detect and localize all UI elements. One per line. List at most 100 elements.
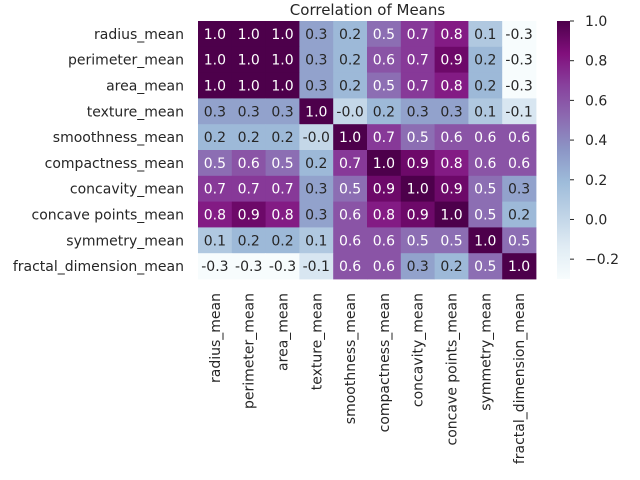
cell-value-label: 0.5 — [339, 182, 361, 198]
heatmap-cell — [299, 201, 334, 228]
cell-value-label: 0.6 — [508, 130, 530, 146]
heatmap-cell — [468, 253, 503, 280]
cell-value-label: 0.5 — [373, 79, 395, 95]
heatmap-cell — [400, 150, 435, 177]
cell-value-label: 0.5 — [474, 208, 496, 224]
heatmap-cell — [299, 21, 334, 48]
row-tick-label: smoothness_mean — [53, 130, 184, 146]
cell-value-label: 0.2 — [305, 156, 327, 172]
heatmap-cell — [400, 253, 435, 280]
heatmap-cell — [333, 253, 368, 280]
heatmap-cell — [299, 150, 334, 177]
heatmap-cell — [265, 175, 300, 202]
row-tick-label: perimeter_mean — [68, 53, 184, 69]
heatmap-cell — [333, 98, 368, 125]
heatmap-cell — [400, 201, 435, 228]
heatmap-cell — [265, 253, 300, 280]
cell-value-label: 0.6 — [373, 233, 395, 249]
cell-value-label: 0.3 — [305, 208, 327, 224]
cell-value-label: 0.1 — [474, 104, 496, 120]
cell-value-label: 0.5 — [204, 156, 226, 172]
cell-value-label: 0.3 — [271, 104, 293, 120]
heatmap-cell — [400, 46, 435, 73]
cell-value-label: 0.9 — [407, 208, 429, 224]
heatmap-cell — [434, 201, 469, 228]
column-tick-label: texture_mean — [309, 293, 325, 390]
cell-value-label: 0.9 — [373, 182, 395, 198]
heatmap-cell — [333, 46, 368, 73]
cell-value-label: 0.2 — [238, 130, 260, 146]
heatmap-cell — [468, 124, 503, 151]
row-labels: radius_mean perimeter_mean area_meantextur… — [13, 27, 184, 275]
column-tick-label: concavity_mean — [411, 293, 427, 407]
heatmap-cell — [400, 21, 435, 48]
column-tick-label: smoothness_mean — [343, 293, 359, 424]
heatmap-cell — [333, 72, 368, 99]
heatmap-cell — [434, 72, 469, 99]
cell-value-label: 0.3 — [238, 104, 260, 120]
colorbar-gradient — [557, 21, 570, 279]
cell-value-label: -0.3 — [269, 259, 296, 275]
cell-value-label: 0.2 — [373, 104, 395, 120]
heatmap-cell — [231, 46, 266, 73]
cell-value-label: 1.0 — [271, 79, 293, 95]
heatmap-cell — [299, 98, 334, 125]
heatmap-cell — [468, 227, 503, 254]
heatmap-cell — [367, 175, 402, 202]
cell-value-label: 0.3 — [204, 104, 226, 120]
colorbar-tick-label: −0.2 — [585, 252, 619, 268]
cell-value-label: 0.9 — [440, 182, 462, 198]
heatmap-cell — [434, 98, 469, 125]
column-tick-label: compactness_mean — [377, 293, 393, 432]
cell-value-label: 0.6 — [440, 130, 462, 146]
heatmap-cell — [434, 124, 469, 151]
cell-value-label: 0.6 — [339, 259, 361, 275]
cell-value-label: 0.9 — [440, 53, 462, 69]
cell-value-label: 0.3 — [407, 259, 429, 275]
heatmap-cell — [265, 21, 300, 48]
column-labels: radius_mean perimeter_mean area_mean textur… — [208, 293, 528, 464]
cell-value-label: 0.8 — [373, 208, 395, 224]
cell-value-label: 0.7 — [407, 27, 429, 43]
heatmap-cell — [367, 227, 402, 254]
column-tick-label: fractal_dimension_mean — [512, 293, 528, 464]
row-tick-label: area_mean — [106, 79, 184, 95]
heatmap-cell — [502, 201, 537, 228]
heatmap-cell — [198, 46, 233, 73]
heatmap-cell — [265, 150, 300, 177]
heatmap-cell — [502, 253, 537, 280]
row-tick-label: texture_mean — [87, 104, 184, 120]
cell-value-label: 0.3 — [407, 104, 429, 120]
cell-value-label: 0.3 — [508, 182, 530, 198]
cell-value-label: -0.1 — [303, 259, 330, 275]
heatmap-cell — [367, 46, 402, 73]
column-tick-label: symmetry_mean — [478, 293, 494, 411]
heatmap-cell — [265, 46, 300, 73]
column-tick-label: radius_mean — [208, 293, 224, 383]
heatmap-cell — [367, 72, 402, 99]
cell-value-label: 0.8 — [440, 79, 462, 95]
heatmap-cell — [299, 124, 334, 151]
heatmap-cells: 1.0 1.0 1.0 0.3 0.2 0.5 0.7 0.8 0.1 -0.3 1.0 1.0 1.0… — [198, 21, 537, 280]
cell-value-label: 0.6 — [339, 208, 361, 224]
heatmap-cell — [299, 46, 334, 73]
heatmap-cell — [198, 98, 233, 125]
cell-value-label: 1.0 — [474, 233, 496, 249]
row-tick-label: concave points_mean — [32, 208, 184, 224]
cell-value-label: 0.5 — [474, 259, 496, 275]
colorbar-tick-label: 1.0 — [585, 14, 607, 30]
cell-value-label: 0.6 — [373, 53, 395, 69]
cell-value-label: 0.7 — [407, 53, 429, 69]
heatmap-cell — [468, 46, 503, 73]
cell-value-label: -0.0 — [336, 104, 363, 120]
heatmap-cell — [299, 72, 334, 99]
cell-value-label: 0.2 — [474, 53, 496, 69]
cell-value-label: -0.3 — [505, 53, 532, 69]
heatmap-cell — [434, 175, 469, 202]
heatmap-cell — [367, 98, 402, 125]
heatmap-cell — [400, 98, 435, 125]
heatmap-cell — [265, 227, 300, 254]
cell-value-label: 1.0 — [238, 79, 260, 95]
cell-value-label: -0.1 — [505, 104, 532, 120]
colorbar-tick-label: 0.2 — [585, 173, 607, 189]
